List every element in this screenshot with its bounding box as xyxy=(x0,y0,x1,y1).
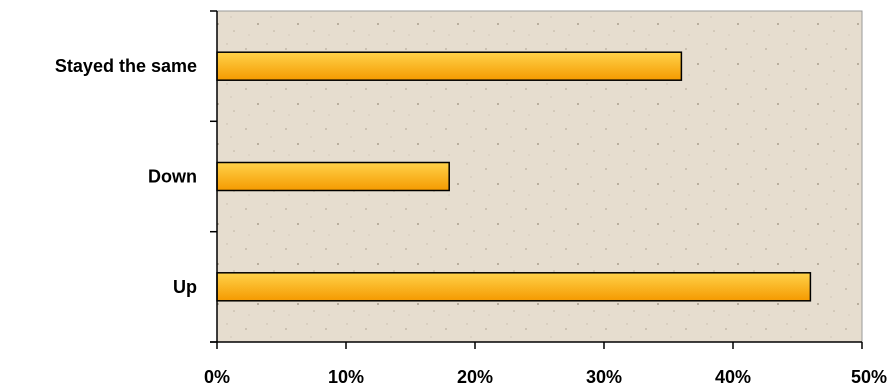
bar-up xyxy=(216,272,812,302)
x-tick-label: 40% xyxy=(715,367,751,387)
x-tick-label: 30% xyxy=(586,367,622,387)
x-tick-label: 50% xyxy=(851,367,887,387)
x-tick-label: 20% xyxy=(457,367,493,387)
bars-group xyxy=(216,51,812,302)
category-label: Down xyxy=(148,167,197,187)
x-axis-ticks: 0% 10% 20% 30% 40% 50% xyxy=(204,342,887,387)
y-axis-ticks xyxy=(210,10,217,343)
category-label: Up xyxy=(173,277,197,297)
category-labels: Stayed the same Down Up xyxy=(55,56,197,297)
bar-down xyxy=(216,161,450,192)
x-tick-label: 0% xyxy=(204,367,230,387)
x-tick-label: 10% xyxy=(328,367,364,387)
bar-stayed-the-same xyxy=(216,51,683,81)
category-label: Stayed the same xyxy=(55,56,197,76)
